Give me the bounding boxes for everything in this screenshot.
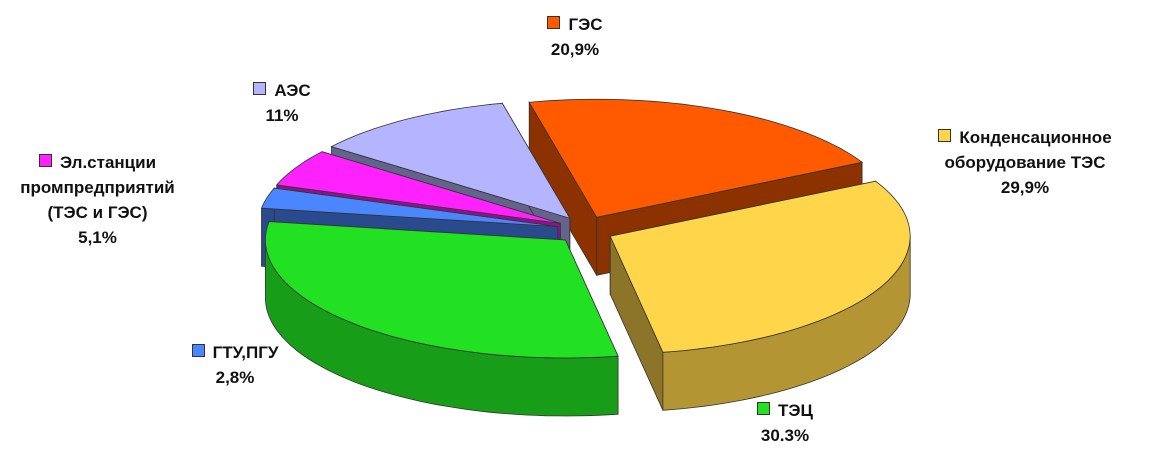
legend-marker xyxy=(191,344,205,357)
legend-marker xyxy=(38,154,52,167)
category-label: Конденсационное оборудование ТЭС xyxy=(944,128,1112,172)
slice xyxy=(260,187,558,227)
value-label: 29,9% xyxy=(1000,178,1050,197)
legend-marker xyxy=(938,129,952,142)
slice xyxy=(528,98,864,218)
slice xyxy=(264,221,619,359)
category-label: Эл.станции промпредприятий (ТЭС и ГЭС) xyxy=(20,153,175,222)
category-label: ТЭЦ xyxy=(778,401,813,420)
value-label: 11% xyxy=(265,106,299,125)
category-label: АЭС xyxy=(274,81,311,100)
slice xyxy=(609,180,911,353)
slice xyxy=(275,151,561,224)
data-label: ГТУ,ПГУ 2,8% xyxy=(150,340,320,390)
data-label: АЭС 11% xyxy=(222,78,342,128)
category-label: ГЭС xyxy=(568,15,603,34)
category-label: ГТУ,ПГУ xyxy=(212,343,279,362)
legend-marker xyxy=(547,16,561,29)
slice xyxy=(330,102,571,219)
value-label: 2,8% xyxy=(215,368,255,387)
value-label: 5,1% xyxy=(78,228,117,247)
data-label: ГЭС 20,9% xyxy=(490,12,660,62)
legend-marker xyxy=(253,82,267,95)
data-label: Эл.станции промпредприятий (ТЭС и ГЭС) 5,… xyxy=(5,150,190,250)
value-label: 20,9% xyxy=(550,40,600,59)
value-label: 30.3% xyxy=(760,426,810,445)
legend-marker xyxy=(757,402,771,415)
data-label: Конденсационное оборудование ТЭС 29,9% xyxy=(905,125,1145,200)
data-label: ТЭЦ 30.3% xyxy=(715,398,855,448)
